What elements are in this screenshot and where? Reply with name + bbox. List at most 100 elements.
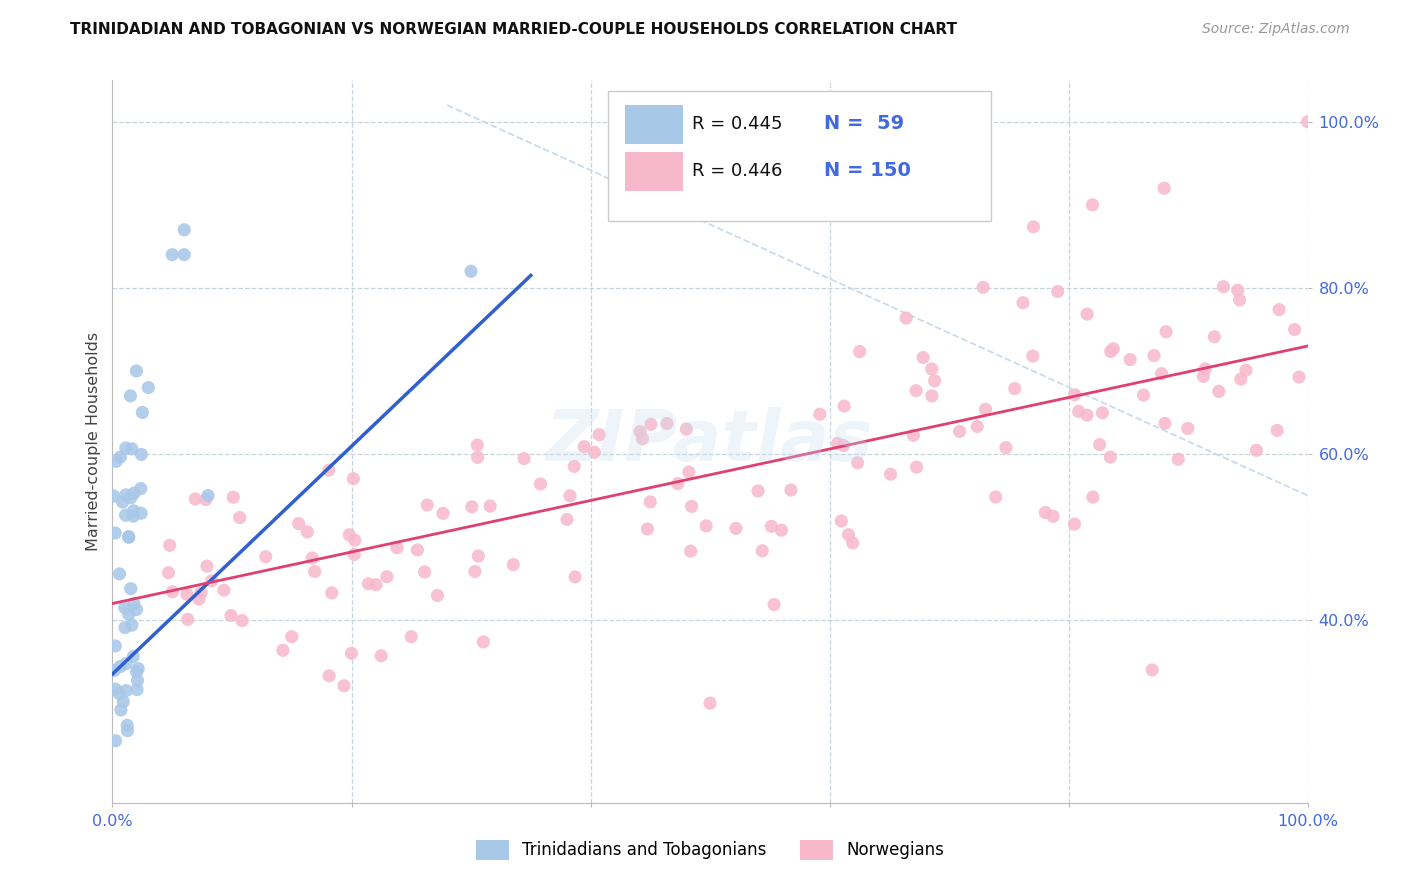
Point [1153, 181, 1175, 195]
Point [574, 440, 596, 454]
Point [195, 559, 218, 574]
Point [1042, 509, 1064, 524]
Point [896, 311, 918, 326]
Point [558, 489, 581, 503]
Point [121, 618, 143, 632]
Point [1194, 362, 1216, 376]
Point [187, 592, 209, 607]
Point [1226, 283, 1249, 297]
Point [416, 498, 439, 512]
Point [994, 441, 1017, 455]
Point [1288, 370, 1310, 384]
Point [655, 417, 678, 431]
Point [159, 538, 181, 552]
Point [401, 630, 423, 644]
Point [879, 467, 901, 482]
Point [1246, 443, 1268, 458]
FancyBboxPatch shape [626, 152, 682, 191]
Point [103, 489, 125, 503]
Point [125, 602, 148, 616]
Point [333, 679, 356, 693]
Point [120, 582, 142, 596]
Point [1004, 382, 1026, 396]
Point [121, 442, 143, 456]
Point [104, 734, 127, 748]
Point [1177, 421, 1199, 435]
Point [104, 682, 127, 697]
Point [108, 686, 131, 700]
Point [1076, 307, 1098, 321]
Point [337, 528, 360, 542]
Point [104, 526, 127, 541]
Point [921, 362, 943, 376]
Point [1154, 325, 1177, 339]
Point [115, 683, 138, 698]
Point [114, 441, 136, 455]
Point [966, 419, 988, 434]
Point [1192, 369, 1215, 384]
Point [905, 460, 928, 475]
Point [461, 500, 484, 514]
Point [1033, 506, 1056, 520]
Point [110, 659, 132, 673]
Point [747, 483, 769, 498]
Point [921, 389, 943, 403]
Point [127, 673, 149, 688]
Point [343, 548, 366, 562]
Point [1229, 293, 1251, 307]
Point [406, 543, 429, 558]
Text: N =  59: N = 59 [824, 114, 904, 133]
Point [122, 509, 145, 524]
Point [924, 374, 946, 388]
Point [763, 598, 786, 612]
Point [903, 428, 925, 442]
Point [125, 364, 148, 378]
Point [628, 425, 651, 439]
Point [1091, 406, 1114, 420]
Point [375, 570, 398, 584]
Point [342, 472, 364, 486]
Point [1063, 517, 1085, 532]
Point [479, 499, 502, 513]
Point [184, 491, 207, 506]
Point [122, 504, 145, 518]
Point [157, 566, 180, 580]
Point [105, 454, 128, 468]
Point [467, 450, 489, 465]
Point [370, 648, 392, 663]
Point [231, 614, 253, 628]
Point [842, 536, 865, 550]
Point [125, 682, 148, 697]
Point [122, 597, 145, 611]
Point [177, 612, 200, 626]
Point [761, 519, 783, 533]
Point [176, 587, 198, 601]
Point [1022, 219, 1045, 234]
Point [112, 695, 135, 709]
Point [675, 422, 697, 436]
Point [1081, 198, 1104, 212]
Point [1076, 408, 1098, 422]
Point [564, 570, 586, 584]
Point [465, 438, 488, 452]
Point [129, 506, 152, 520]
FancyBboxPatch shape [609, 91, 991, 221]
Point [120, 491, 142, 505]
Point [808, 407, 831, 421]
Point [364, 578, 387, 592]
Point [110, 450, 132, 464]
Point [304, 565, 326, 579]
Point [1022, 349, 1045, 363]
Point [108, 566, 131, 581]
Point [830, 514, 852, 528]
Point [127, 662, 149, 676]
Point [780, 483, 803, 497]
Point [120, 389, 142, 403]
Text: Source: ZipAtlas.com: Source: ZipAtlas.com [1202, 22, 1350, 37]
Point [118, 607, 141, 622]
Text: ZIPatlas: ZIPatlas [547, 407, 873, 476]
FancyBboxPatch shape [626, 105, 682, 144]
Point [212, 583, 235, 598]
Point [117, 723, 139, 738]
Point [770, 523, 793, 537]
